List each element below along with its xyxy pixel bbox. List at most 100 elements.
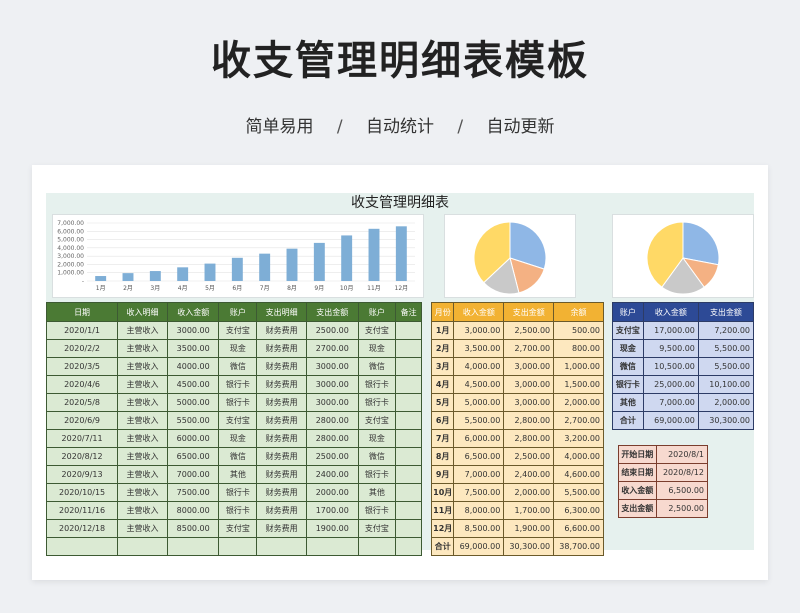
table-cell: 其他 <box>612 393 644 412</box>
x-tick-label: 10月 <box>340 285 354 292</box>
table-cell <box>166 537 220 556</box>
table-cell: 2,000.00 <box>503 483 555 502</box>
table-cell: 2020/1/1 <box>45 321 119 340</box>
table-cell: 4500.00 <box>166 375 220 394</box>
table-cell: 3000.00 <box>306 357 359 376</box>
table-cell: 3000.00 <box>306 375 359 394</box>
table-cell: 2020/3/5 <box>45 357 119 376</box>
table-cell: 3,000.00 <box>503 393 555 412</box>
table-row: 10月 7,500.00 2,000.00 5,500.00 <box>430 483 604 502</box>
table-cell: 6,600.00 <box>553 519 604 538</box>
table-cell: 7500.00 <box>166 483 220 502</box>
table-cell: 银行卡 <box>218 375 258 394</box>
table-cell: 8,500.00 <box>453 519 505 538</box>
pie-slice <box>509 221 547 270</box>
query-label: 支出金额 <box>618 499 657 518</box>
table-cell: 其他 <box>357 483 397 502</box>
table-cell: 7,000.00 <box>453 465 505 484</box>
table-cell: 4,000.00 <box>453 357 505 376</box>
table-row: 6月 5,500.00 2,800.00 2,700.00 <box>430 411 604 430</box>
table-cell <box>395 429 422 448</box>
pie-chart-box-2 <box>612 214 754 298</box>
table-cell: 支付宝 <box>357 321 397 340</box>
column-header: 收入明细 <box>117 302 168 322</box>
account-table: 账户 收入金额 支出金额 支付宝 17,000.00 7,200.00 现金 9,500.0… <box>612 302 755 430</box>
table-cell: 2020/4/6 <box>45 375 119 394</box>
separator: / <box>457 117 464 137</box>
table-cell: 主营收入 <box>117 411 168 430</box>
bar <box>341 235 353 281</box>
table-row: 2020/3/5 主营收入 4000.00 微信 财务费用 3000.00 微信 <box>45 357 422 376</box>
table-cell: 微信 <box>357 357 397 376</box>
table-row: 2020/9/13 主营收入 7000.00 其他 财务费用 2400.00 银行卡 <box>45 465 422 484</box>
table-cell: 现金 <box>218 339 258 358</box>
table-cell: 2020/2/2 <box>45 339 119 358</box>
table-row: 2020/4/6 主营收入 4500.00 银行卡 财务费用 3000.00 银行卡 <box>45 375 422 394</box>
table-cell: 8000.00 <box>166 501 220 520</box>
query-table: 开始日期 2020/8/1 结束日期 2020/8/12 收入金额 6,500.00 支出金… <box>618 445 709 518</box>
table-cell: 2,000.00 <box>697 393 755 412</box>
table-cell: 10月 <box>430 483 455 502</box>
bar <box>149 271 161 281</box>
table-cell: 7,000.00 <box>642 393 699 412</box>
table-cell: 1,500.00 <box>553 375 604 394</box>
table-row: 2020/2/2 主营收入 3500.00 现金 财务费用 2700.00 现金 <box>45 339 422 358</box>
table-cell: 2020/7/11 <box>45 429 119 448</box>
table-cell <box>357 537 397 556</box>
table-cell: 2020/10/15 <box>45 483 119 502</box>
table-cell: 财务费用 <box>256 357 308 376</box>
table-cell: 2,800.00 <box>503 411 555 430</box>
table-cell: 2500.00 <box>306 447 359 466</box>
bar <box>286 248 298 281</box>
column-header: 账户 <box>612 302 644 322</box>
table-cell: 3000.00 <box>306 393 359 412</box>
table-cell: 主营收入 <box>117 321 168 340</box>
table-cell: 5,500.00 <box>697 339 755 358</box>
x-tick-label: 4月 <box>178 285 188 292</box>
table-cell <box>395 537 422 556</box>
table-cell: 支付宝 <box>612 321 644 340</box>
table-cell: 主营收入 <box>117 519 168 538</box>
table-row: 开始日期 2020/8/1 <box>618 445 709 464</box>
y-tick-label: 1,000.00 <box>57 270 84 277</box>
table-cell <box>395 393 422 412</box>
query-label: 收入金额 <box>618 481 657 500</box>
table-cell: 3,200.00 <box>553 429 604 448</box>
table-cell: 1700.00 <box>306 501 359 520</box>
table-cell: 5500.00 <box>166 411 220 430</box>
table-cell: 5月 <box>430 393 455 412</box>
table-cell: 银行卡 <box>218 483 258 502</box>
query-value: 6,500.00 <box>655 481 709 500</box>
table-row: 支付宝 17,000.00 7,200.00 <box>612 321 755 340</box>
bar <box>313 242 325 281</box>
table-cell: 2,800.00 <box>503 429 555 448</box>
table-cell: 主营收入 <box>117 447 168 466</box>
table-cell: 微信 <box>218 447 258 466</box>
table-row: 合计 69,000.00 30,300.00 <box>612 411 755 430</box>
x-tick-label: 3月 <box>150 285 160 292</box>
table-cell: 财务费用 <box>256 393 308 412</box>
table-cell: 财务费用 <box>256 339 308 358</box>
table-cell: 2020/5/8 <box>45 393 119 412</box>
bar <box>231 257 243 281</box>
x-tick-label: 12月 <box>395 285 409 292</box>
x-tick-label: 8月 <box>287 285 297 292</box>
table-cell: 6月 <box>430 411 455 430</box>
subtitle: 简单易用 / 自动统计 / 自动更新 <box>0 112 800 137</box>
table-cell: 4月 <box>430 375 455 394</box>
bar <box>95 276 107 281</box>
table-row <box>45 537 422 556</box>
table-cell: 2000.00 <box>306 483 359 502</box>
table-cell <box>306 537 359 556</box>
bar <box>368 228 380 281</box>
table-cell: 银行卡 <box>357 375 397 394</box>
table-cell: 主营收入 <box>117 483 168 502</box>
column-header: 支出金额 <box>503 302 555 322</box>
detail-table: 日期 收入明细 收入金额 账户 支出明细 支出金额 账户 备注 2020/1/1 主营收入 300… <box>45 302 422 556</box>
tag-auto-update: 自动更新 <box>486 117 555 137</box>
table-cell: 1,900.00 <box>503 519 555 538</box>
column-header: 账户 <box>218 302 258 322</box>
table-row: 8月 6,500.00 2,500.00 4,000.00 <box>430 447 604 466</box>
bar <box>259 253 271 281</box>
table-cell: 3月 <box>430 357 455 376</box>
